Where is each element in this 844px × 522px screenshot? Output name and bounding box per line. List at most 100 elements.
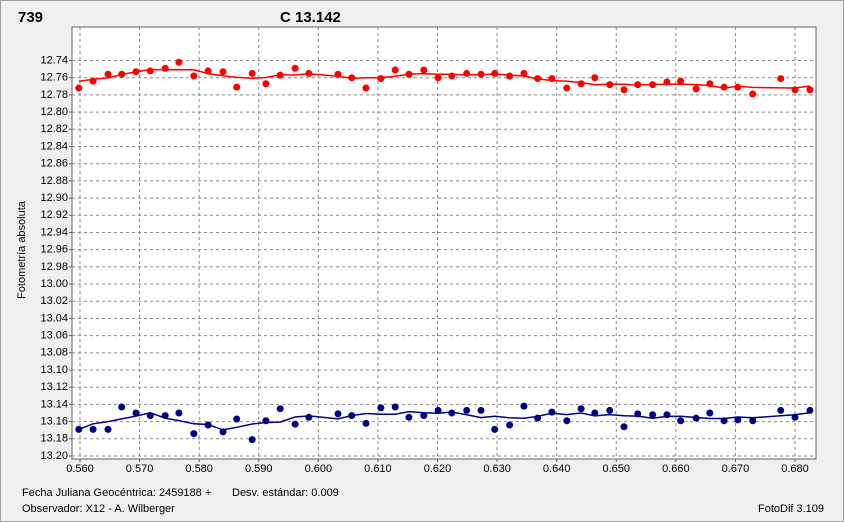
data-point [734, 416, 742, 424]
data-point [175, 409, 183, 417]
data-point [720, 417, 728, 425]
data-point [534, 414, 542, 422]
data-point [89, 77, 97, 85]
data-point [276, 71, 284, 79]
data-point [734, 83, 742, 91]
footer-text: Observador: X12 - A. Wilberger [22, 503, 175, 515]
data-point [448, 72, 456, 80]
y-tick-label: 12.74 [40, 54, 68, 66]
data-point [305, 413, 313, 421]
data-point [89, 425, 97, 433]
data-point [806, 86, 814, 94]
data-point [791, 413, 799, 421]
x-tick-label: 0.630 [483, 463, 511, 475]
x-tick-label: 0.570 [126, 463, 154, 475]
footer-text: FotoDif 3.109 [758, 503, 824, 515]
data-point [706, 80, 714, 88]
data-point [606, 406, 614, 414]
y-tick-label: 12.88 [40, 175, 68, 187]
data-point [649, 81, 657, 89]
y-tick-label: 12.76 [40, 72, 68, 84]
data-point [791, 86, 799, 94]
data-point [146, 67, 154, 75]
y-tick-label: 13.04 [40, 312, 68, 324]
data-point [233, 83, 241, 91]
y-tick-label: 12.90 [40, 192, 68, 204]
data-point [577, 80, 585, 88]
data-point [634, 410, 642, 418]
data-point [663, 411, 671, 419]
data-point [146, 412, 154, 420]
data-point [276, 405, 284, 413]
data-point [405, 70, 413, 78]
data-point [233, 415, 241, 423]
data-point [706, 409, 714, 417]
data-point [291, 420, 299, 428]
data-point [362, 84, 370, 92]
x-tick-label: 0.560 [66, 463, 94, 475]
y-tick-label: 13.06 [40, 330, 68, 342]
data-point [219, 428, 227, 436]
data-point [620, 86, 628, 94]
footer-text: Desv. estándar: 0.009 [232, 487, 339, 499]
data-point [591, 409, 599, 417]
data-point [692, 414, 700, 422]
y-tick-label: 13.10 [40, 364, 68, 376]
data-point [334, 410, 342, 418]
y-tick-label: 13.12 [40, 381, 68, 393]
data-point [377, 404, 385, 412]
data-point [477, 406, 485, 414]
data-point [606, 81, 614, 89]
data-point [720, 83, 728, 91]
y-tick-label: 13.16 [40, 416, 68, 428]
y-tick-label: 12.78 [40, 89, 68, 101]
y-tick-label: 13.14 [40, 398, 68, 410]
x-tick-label: 0.660 [662, 463, 690, 475]
data-point [677, 77, 685, 85]
x-tick-label: 0.640 [543, 463, 571, 475]
data-point [591, 74, 599, 82]
y-tick-label: 12.84 [40, 140, 68, 152]
y-tick-label: 13.00 [40, 278, 68, 290]
x-tick-label: 0.650 [602, 463, 630, 475]
trend-line [78, 68, 810, 89]
data-point [391, 66, 399, 74]
data-point [118, 403, 126, 411]
data-point [248, 436, 256, 444]
y-tick-label: 13.18 [40, 433, 68, 445]
y-tick-label: 13.02 [40, 295, 68, 307]
data-point [649, 411, 657, 419]
data-point [377, 75, 385, 83]
x-tick-label: 0.610 [364, 463, 392, 475]
data-point [391, 403, 399, 411]
data-point [348, 412, 356, 420]
data-point [190, 430, 198, 438]
footer-text: Fecha Juliana Geocéntrica: 2459188 + [22, 487, 211, 499]
trend-line [78, 410, 810, 431]
data-point [405, 413, 413, 421]
data-point [420, 66, 428, 74]
data-point [161, 64, 169, 72]
data-point [620, 423, 628, 431]
data-point [305, 69, 313, 77]
data-point [204, 421, 212, 429]
series-label: C 13.142 [280, 9, 341, 26]
data-point [491, 425, 499, 433]
data-point [219, 68, 227, 76]
data-point [104, 70, 112, 78]
data-point [777, 406, 785, 414]
data-point [634, 81, 642, 89]
x-tick-label: 0.580 [185, 463, 213, 475]
data-point [420, 412, 428, 420]
data-point [204, 67, 212, 75]
data-point [520, 69, 528, 77]
data-point [291, 64, 299, 72]
y-tick-label: 12.94 [40, 226, 68, 238]
data-point [362, 419, 370, 427]
data-point [434, 406, 442, 414]
data-point [463, 69, 471, 77]
x-tick-label: 0.620 [424, 463, 452, 475]
data-point [663, 78, 671, 86]
data-point [520, 402, 528, 410]
